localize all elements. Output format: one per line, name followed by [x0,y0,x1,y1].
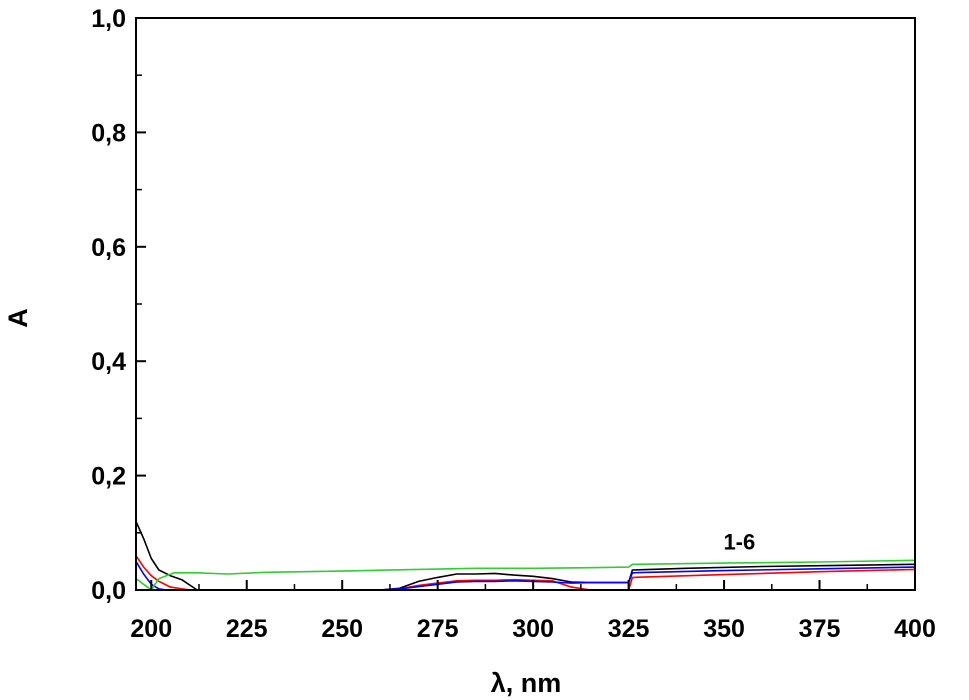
y-tick-label-0,6: 0,6 [91,234,126,262]
y-tick-label-0,2: 0,2 [91,463,126,491]
y-tick-label-0,8: 0,8 [91,119,126,147]
x-tick-label-275: 275 [417,615,459,643]
x-tick-label-300: 300 [512,615,554,643]
x-tick-label-325: 325 [608,615,650,643]
x-tick-label-225: 225 [226,615,268,643]
x-tick-label-200: 200 [130,615,172,643]
series-annotation: 1-6 [723,530,755,555]
series-layer [135,521,916,591]
y-tick-label-1,0: 1,0 [91,5,126,33]
series-line-4 [135,559,916,591]
y-axis-title: A [3,308,33,328]
label-layer: 200 225 250 275 300 325 350 375 400 0,0 0,2 0,4 0,6 0… [91,5,936,643]
x-axis-title: λ, nm [491,668,562,698]
x-tick-label-400: 400 [894,615,936,643]
x-tick-label-375: 375 [799,615,841,643]
x-tick-label-350: 350 [703,615,745,643]
x-tick-label-250: 250 [321,615,363,643]
y-tick-label-0,0: 0,0 [91,577,126,605]
y-tick-label-0,4: 0,4 [91,348,126,376]
plot-frame [135,17,916,591]
tick-layer [136,17,916,591]
